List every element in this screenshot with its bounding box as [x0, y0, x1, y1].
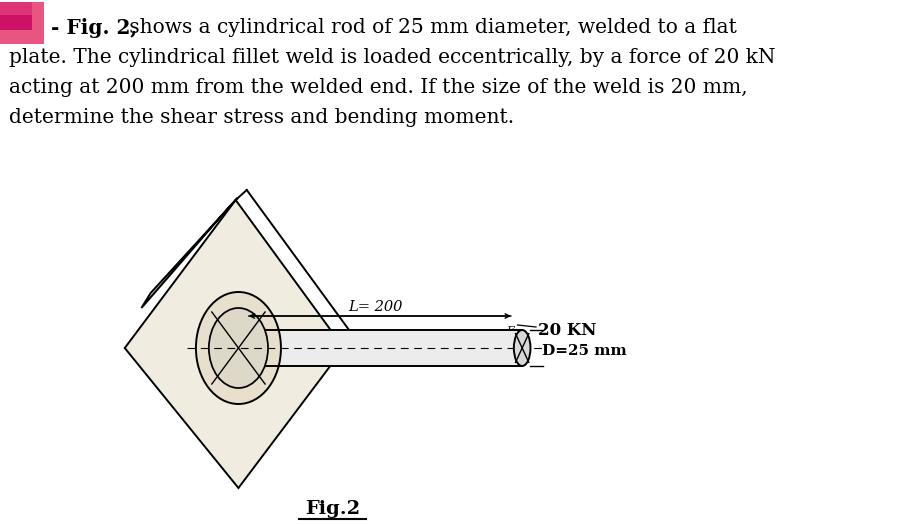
FancyBboxPatch shape	[0, 2, 33, 30]
Polygon shape	[266, 330, 522, 366]
Text: plate. The cylindrical fillet weld is loaded eccentrically, by a force of 20 kN: plate. The cylindrical fillet weld is lo…	[9, 48, 775, 67]
Text: - Fig. 2,: - Fig. 2,	[51, 18, 137, 38]
Text: D=25 mm: D=25 mm	[541, 344, 626, 358]
Text: Fig.2: Fig.2	[305, 500, 360, 518]
Ellipse shape	[514, 330, 531, 366]
Polygon shape	[125, 200, 344, 488]
Text: L= 200: L= 200	[348, 300, 402, 314]
Text: 20 KN: 20 KN	[538, 322, 596, 339]
Text: acting at 200 mm from the welded end. If the size of the weld is 20 mm,: acting at 200 mm from the welded end. If…	[9, 78, 748, 97]
Text: determine the shear stress and bending moment.: determine the shear stress and bending m…	[9, 108, 514, 127]
Text: F: F	[506, 326, 514, 336]
Ellipse shape	[196, 292, 281, 404]
Polygon shape	[0, 2, 33, 15]
Text: shows a cylindrical rod of 25 mm diameter, welded to a flat: shows a cylindrical rod of 25 mm diamete…	[123, 18, 737, 37]
FancyBboxPatch shape	[0, 2, 45, 44]
Ellipse shape	[209, 308, 268, 388]
Polygon shape	[141, 198, 238, 308]
